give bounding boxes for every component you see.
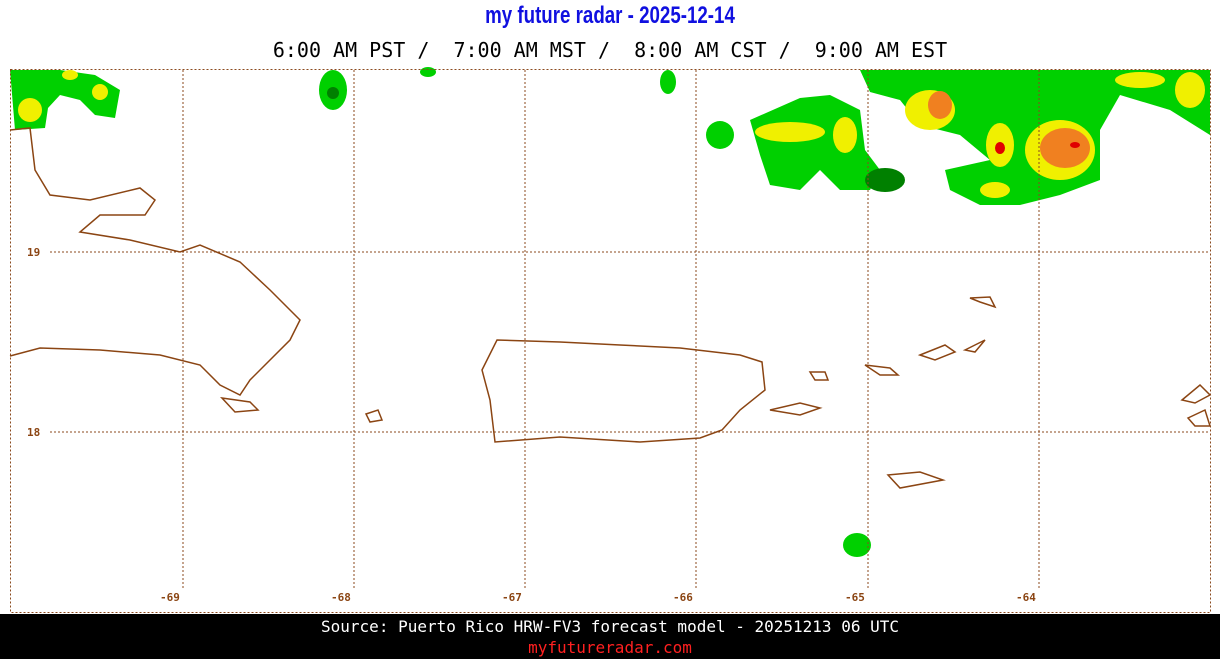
lon-label: -67 bbox=[502, 591, 522, 604]
radar-echoes bbox=[10, 67, 1210, 557]
grid-labels: 19 18 -69 -68 -67 -66 -65 -64 bbox=[27, 246, 1036, 604]
lat-label: 18 bbox=[27, 426, 40, 439]
lon-label: -69 bbox=[160, 591, 180, 604]
lon-label: -66 bbox=[673, 591, 693, 604]
footer: Source: Puerto Rico HRW-FV3 forecast mod… bbox=[0, 614, 1220, 659]
radar-map: 19 18 -69 -68 -67 -66 -65 -64 bbox=[9, 67, 1212, 613]
site-link[interactable]: myfutureradar.com bbox=[528, 638, 692, 657]
time-line: 6:00 AM PST / 7:00 AM MST / 8:00 AM CST … bbox=[272, 38, 948, 62]
coastlines bbox=[9, 127, 1212, 489]
lon-label: -65 bbox=[845, 591, 865, 604]
source-text: Source: Puerto Rico HRW-FV3 forecast mod… bbox=[321, 617, 899, 636]
title: my future radar - 2025-12-14 bbox=[485, 2, 735, 29]
lat-label: 19 bbox=[27, 246, 40, 259]
graticule bbox=[10, 69, 1211, 613]
lon-label: -64 bbox=[1016, 591, 1036, 604]
lon-label: -68 bbox=[331, 591, 351, 604]
